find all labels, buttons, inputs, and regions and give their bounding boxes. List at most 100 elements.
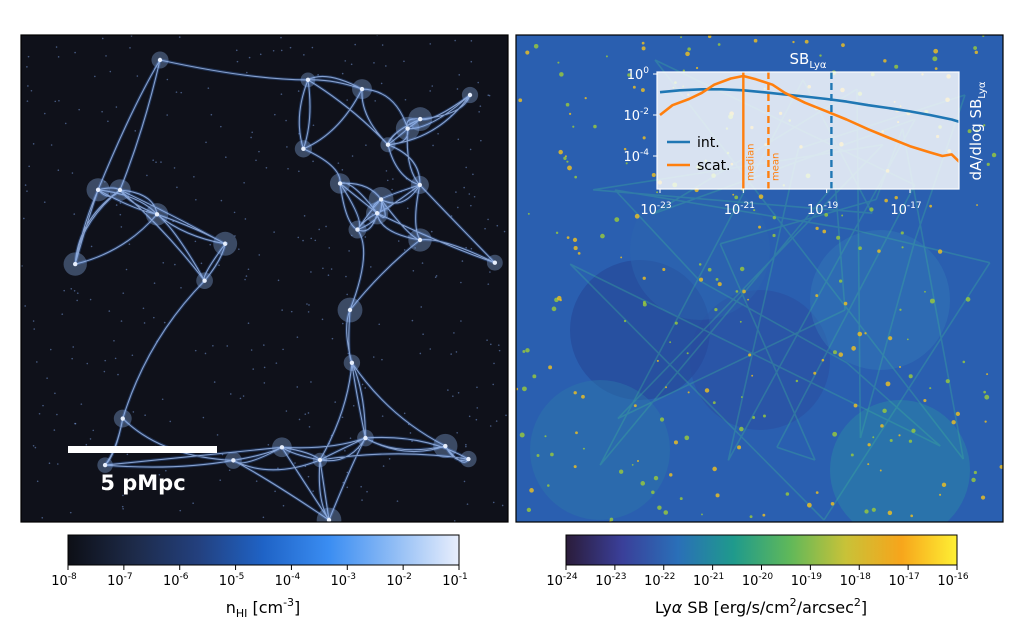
speckle bbox=[273, 231, 275, 233]
speckle bbox=[307, 475, 310, 478]
halo-core bbox=[301, 146, 306, 152]
inset-frame bbox=[656, 71, 960, 190]
speckle bbox=[258, 150, 260, 153]
speckle bbox=[479, 105, 482, 107]
speckle bbox=[166, 114, 168, 116]
speckle bbox=[282, 504, 285, 507]
sb-source bbox=[877, 249, 881, 253]
speckle bbox=[346, 471, 349, 474]
speckle bbox=[317, 74, 319, 76]
speckle bbox=[32, 143, 35, 145]
sb-source bbox=[898, 365, 902, 368]
sb-region bbox=[810, 230, 950, 370]
speckle bbox=[246, 71, 248, 74]
speckle bbox=[178, 36, 181, 38]
halo-core bbox=[305, 77, 311, 83]
sb-source bbox=[623, 147, 627, 151]
halo-core bbox=[467, 92, 473, 98]
speckle bbox=[429, 90, 431, 92]
speckle bbox=[429, 43, 432, 45]
vline-label-mean: mean bbox=[770, 153, 781, 181]
sb-source bbox=[871, 507, 876, 512]
speckle bbox=[104, 359, 107, 362]
sb-source bbox=[869, 207, 874, 212]
speckle bbox=[125, 268, 128, 271]
speckle bbox=[328, 442, 331, 445]
speckle bbox=[119, 202, 122, 204]
sb-source bbox=[838, 352, 844, 357]
speckle bbox=[50, 144, 53, 146]
sb-source bbox=[566, 160, 569, 163]
speckle bbox=[311, 46, 314, 49]
speckle bbox=[233, 211, 236, 214]
vline-label-median: median bbox=[745, 144, 756, 182]
sb-source bbox=[815, 294, 819, 298]
halo-core bbox=[231, 458, 236, 463]
sb-source bbox=[673, 440, 678, 445]
speckle bbox=[344, 449, 346, 452]
speckle bbox=[468, 415, 471, 418]
speckle bbox=[411, 440, 413, 442]
speckle bbox=[27, 85, 29, 87]
sb-source bbox=[641, 41, 645, 45]
speckle bbox=[101, 37, 104, 40]
sb-source bbox=[929, 298, 935, 304]
inset-top-label: SBLyα bbox=[790, 50, 827, 71]
speckle bbox=[175, 91, 178, 93]
speckle bbox=[360, 485, 362, 488]
sb-source bbox=[659, 417, 665, 422]
speckle bbox=[213, 381, 216, 383]
sb-source bbox=[804, 39, 809, 44]
sb-source bbox=[665, 386, 668, 389]
speckle bbox=[469, 148, 472, 151]
sb-source bbox=[885, 381, 891, 387]
sb-source bbox=[536, 454, 540, 457]
sb-source bbox=[525, 50, 530, 55]
sb-source bbox=[642, 276, 646, 280]
speckle bbox=[115, 106, 118, 108]
speckle bbox=[27, 55, 30, 58]
speckle bbox=[243, 181, 245, 184]
sb-source bbox=[984, 394, 990, 400]
speckle bbox=[373, 62, 375, 64]
speckle bbox=[265, 166, 268, 169]
sb-source bbox=[581, 394, 585, 399]
sb-source bbox=[735, 290, 739, 293]
speckle bbox=[322, 267, 324, 270]
sb-source bbox=[636, 459, 640, 463]
speckle bbox=[473, 195, 476, 198]
speckle bbox=[454, 39, 456, 42]
speckle bbox=[392, 178, 394, 180]
sb-source bbox=[572, 125, 575, 128]
sb-source bbox=[991, 152, 997, 158]
speckle bbox=[437, 132, 439, 135]
sb-source bbox=[627, 73, 631, 77]
speckle bbox=[304, 465, 307, 468]
halo-core bbox=[157, 57, 163, 63]
speckle bbox=[228, 469, 231, 472]
speckle bbox=[385, 65, 387, 67]
speckle bbox=[303, 54, 305, 56]
sb-source bbox=[973, 46, 978, 50]
speckle bbox=[165, 469, 167, 472]
sb-source bbox=[625, 162, 628, 165]
speckle bbox=[128, 243, 131, 245]
sb-source bbox=[674, 321, 678, 325]
sb-source bbox=[967, 129, 972, 134]
sb-source bbox=[999, 465, 1003, 469]
sb-source bbox=[707, 35, 712, 39]
sb-source bbox=[734, 195, 739, 200]
speckle bbox=[280, 36, 282, 39]
speckle bbox=[344, 60, 347, 62]
sb-source bbox=[620, 256, 623, 259]
speckle bbox=[56, 413, 58, 416]
speckle bbox=[71, 172, 74, 174]
sb-source bbox=[975, 129, 979, 133]
speckle bbox=[26, 100, 29, 102]
sb-source bbox=[669, 473, 673, 477]
speckle bbox=[432, 144, 434, 147]
speckle bbox=[26, 66, 28, 68]
speckle bbox=[166, 78, 169, 81]
right-colorbar-tick-label: 10-17 bbox=[889, 572, 920, 589]
speckle bbox=[129, 47, 131, 49]
